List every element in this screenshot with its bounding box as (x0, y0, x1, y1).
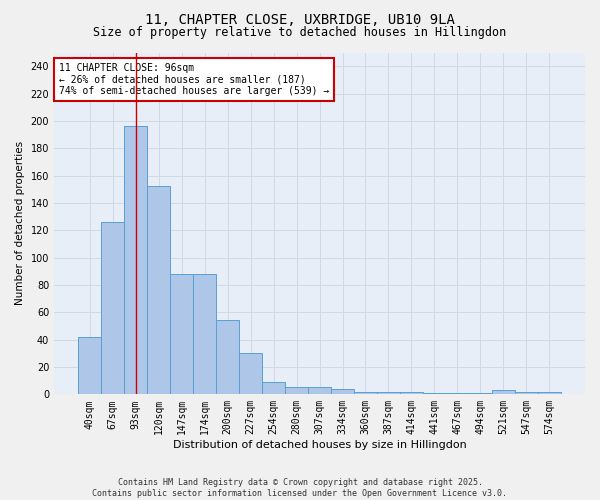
Bar (331, 389, 354, 394)
Text: Size of property relative to detached houses in Hillingdon: Size of property relative to detached ho… (94, 26, 506, 39)
Bar (308, 388, 331, 394)
Bar (423, 393, 446, 394)
Bar (216, 320, 239, 394)
Bar (147, 186, 170, 394)
Bar (400, 392, 423, 394)
Bar (469, 393, 492, 394)
Bar (492, 390, 515, 394)
Bar (285, 388, 308, 394)
Bar (193, 274, 216, 394)
Bar (515, 392, 538, 394)
X-axis label: Distribution of detached houses by size in Hillingdon: Distribution of detached houses by size … (173, 440, 466, 450)
Bar (446, 393, 469, 394)
Bar (170, 274, 193, 394)
Bar (78, 337, 101, 394)
Text: 11, CHAPTER CLOSE, UXBRIDGE, UB10 9LA: 11, CHAPTER CLOSE, UXBRIDGE, UB10 9LA (145, 12, 455, 26)
Text: 11 CHAPTER CLOSE: 96sqm
← 26% of detached houses are smaller (187)
74% of semi-d: 11 CHAPTER CLOSE: 96sqm ← 26% of detache… (59, 63, 329, 96)
Y-axis label: Number of detached properties: Number of detached properties (15, 142, 25, 306)
Bar (354, 392, 377, 394)
Bar (538, 392, 561, 394)
Bar (239, 354, 262, 395)
Bar (377, 392, 400, 394)
Text: Contains HM Land Registry data © Crown copyright and database right 2025.
Contai: Contains HM Land Registry data © Crown c… (92, 478, 508, 498)
Bar (124, 126, 147, 394)
Bar (262, 382, 285, 394)
Bar (101, 222, 124, 394)
